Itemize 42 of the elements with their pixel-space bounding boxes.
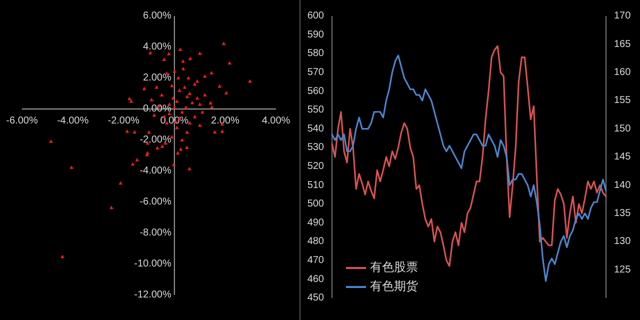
y2-tick-label: 165 <box>614 38 632 50</box>
x-tick-label: -2.00% <box>108 116 140 127</box>
y-tick-label: 590 <box>307 29 324 40</box>
y-tick-label: 550 <box>307 104 324 116</box>
x-tick-label: -4.00% <box>56 116 89 127</box>
y-tick-label: 4.00% <box>143 42 172 53</box>
y-tick-label: 490 <box>307 217 324 228</box>
y-tick-label: -6.00% <box>140 196 172 208</box>
y2-tick-label: 150 <box>614 123 632 134</box>
y-tick-label: 480 <box>307 236 324 248</box>
y2-tick-label: 135 <box>614 208 632 220</box>
y-tick-label: -2.00% <box>140 134 172 146</box>
y2-tick-label: 140 <box>614 180 632 191</box>
y-tick-label: 560 <box>307 86 324 97</box>
y-tick-label: -4.00% <box>140 166 172 177</box>
y-tick-label: -12.00% <box>134 290 172 301</box>
legend-label: 有色股票 <box>370 260 418 274</box>
y-tick-label: 2.00% <box>143 72 172 84</box>
y2-tick-label: 145 <box>614 152 632 163</box>
y-tick-label: 460 <box>307 274 324 285</box>
x-tick-label: 4.00% <box>262 116 290 127</box>
y-tick-label: -8.00% <box>140 228 172 239</box>
y-tick-label: 450 <box>307 292 324 304</box>
y-tick-label: 580 <box>307 48 324 60</box>
y-tick-label: 600 <box>307 10 324 22</box>
y2-tick-label: 170 <box>614 10 632 22</box>
y-tick-label: 540 <box>307 123 324 134</box>
x-tick-label: -6.00% <box>6 116 38 127</box>
y-tick-label: 500 <box>307 198 324 210</box>
y-tick-label: 520 <box>307 161 324 172</box>
x-tick-label: 2.00% <box>211 116 240 127</box>
y-tick-label: 510 <box>307 180 324 191</box>
y2-tick-label: 160 <box>614 67 632 78</box>
y-tick-label: 6.00% <box>143 10 172 22</box>
y2-tick-label: 130 <box>614 236 632 248</box>
y2-tick-label: 125 <box>614 264 632 276</box>
y-tick-label: 470 <box>307 255 324 266</box>
y2-tick-label: 155 <box>614 95 632 106</box>
y-tick-label: -10.00% <box>134 258 172 270</box>
y-tick-label: 570 <box>307 67 324 78</box>
y-tick-label: 530 <box>307 142 324 154</box>
legend-label: 有色期货 <box>370 279 418 294</box>
